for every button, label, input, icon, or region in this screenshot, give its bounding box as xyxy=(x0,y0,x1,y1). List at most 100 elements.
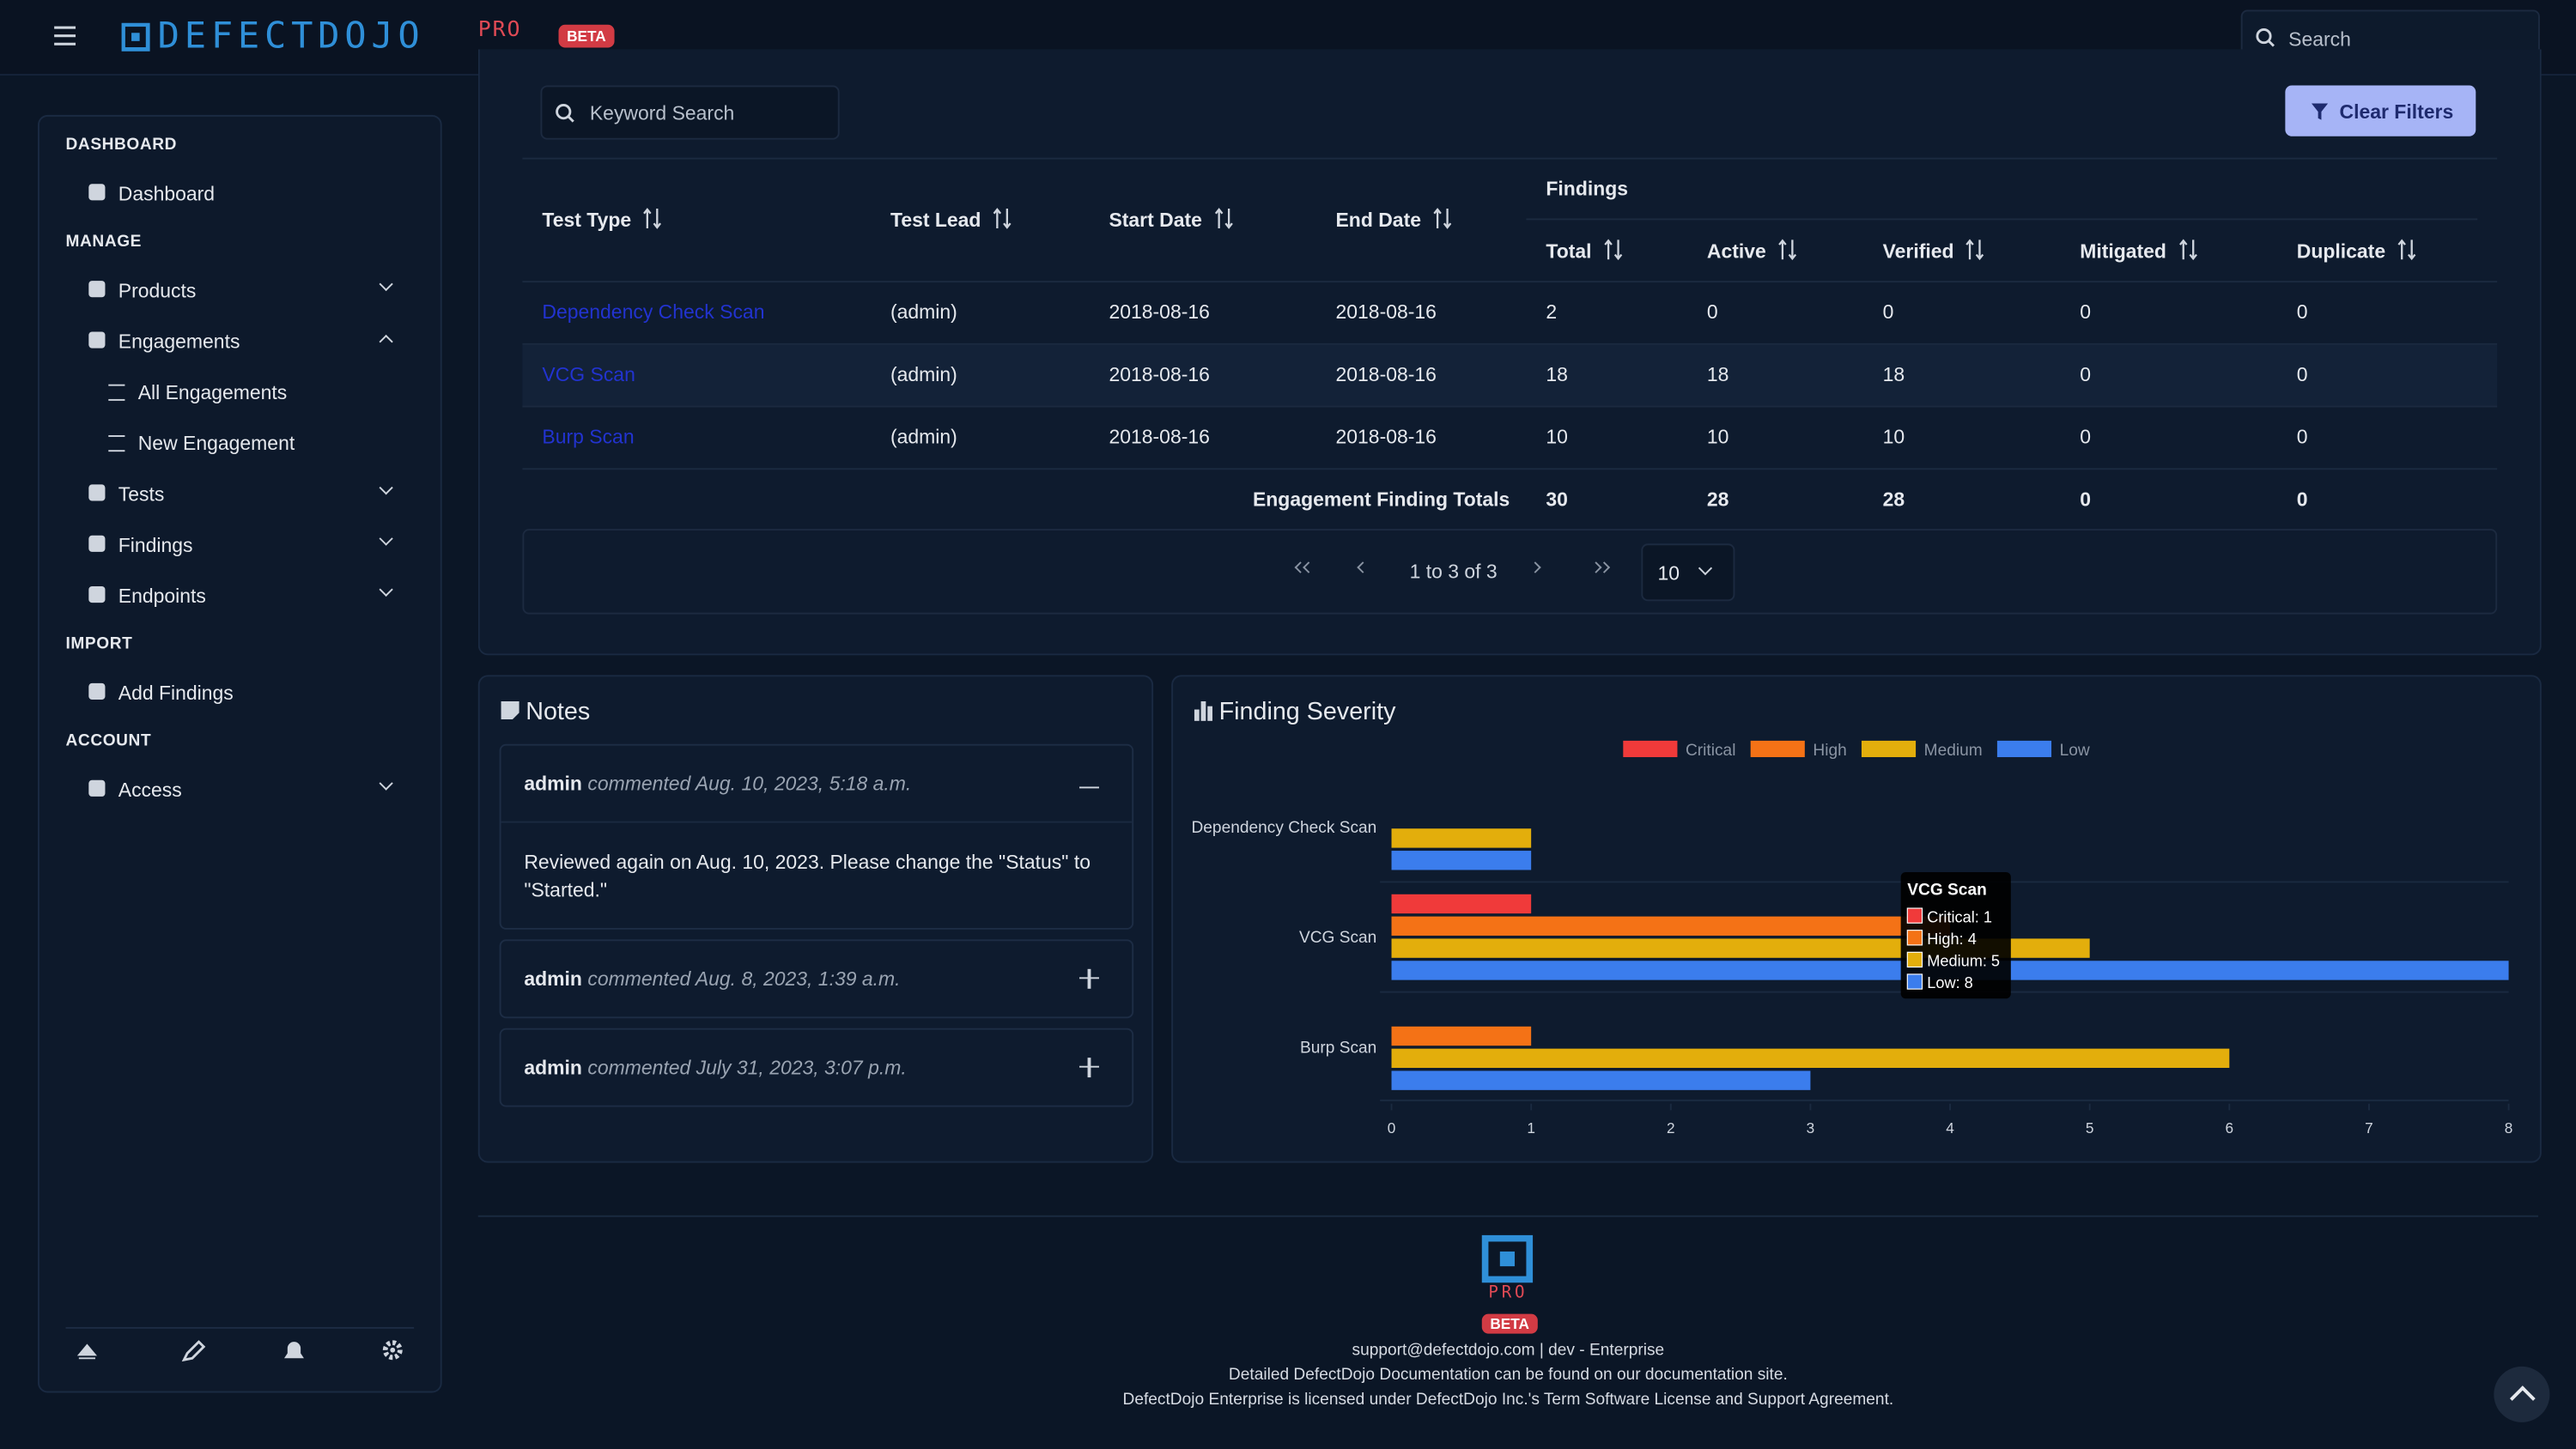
pager-button[interactable] xyxy=(1587,557,1611,580)
totals-label: Engagement Finding Totals xyxy=(1252,488,1510,512)
column-header[interactable]: Start Date xyxy=(1109,208,1202,232)
tooltip-box xyxy=(1900,871,2011,999)
toggle-bar xyxy=(1079,786,1099,789)
column-header[interactable]: Test Type xyxy=(542,208,632,232)
table-cell: 0 xyxy=(2080,425,2091,449)
legend-swatch xyxy=(1623,740,1678,758)
nav-label: Add Findings xyxy=(118,682,234,705)
sort-icon[interactable] xyxy=(643,207,663,230)
column-header[interactable]: Duplicate xyxy=(2296,239,2386,264)
note-author: admin xyxy=(524,772,582,796)
nav-item[interactable]: Engagements xyxy=(39,318,440,365)
note-card: admin commented Aug. 8, 2023, 1:39 a.m. xyxy=(499,939,1134,1019)
table-cell: 0 xyxy=(2296,425,2308,449)
y-tick-label: VCG Scan xyxy=(1299,929,1376,947)
nav-label: Engagements xyxy=(118,330,240,354)
table-cell[interactable]: Burp Scan xyxy=(542,425,635,449)
nav-label: Dashboard xyxy=(118,182,216,206)
legend-swatch xyxy=(1861,740,1917,758)
bar xyxy=(1391,851,1532,870)
footer-logo xyxy=(1481,1234,1534,1283)
search-placeholder: Search xyxy=(2288,27,2351,52)
y-tick-label: Dependency Check Scan xyxy=(1191,819,1376,837)
sort-icon[interactable] xyxy=(2397,238,2416,261)
logo-text[interactable]: DEFECTDOJO xyxy=(157,16,425,58)
group-header: Findings xyxy=(1546,177,1629,201)
keyword-search[interactable]: Keyword Search xyxy=(540,85,840,140)
nav-item[interactable]: Dashboard xyxy=(39,171,440,217)
menu-button[interactable] xyxy=(52,25,79,48)
note-toggle[interactable] xyxy=(1079,1058,1099,1078)
sort-icon[interactable] xyxy=(2178,238,2197,261)
legend-label: Critical xyxy=(1686,742,1735,760)
legend-label: Low xyxy=(2060,742,2090,760)
sort-icon[interactable] xyxy=(1777,238,1797,261)
table-cell: 10 xyxy=(1882,425,1905,449)
bar xyxy=(1391,1048,2230,1069)
scroll-top-button[interactable] xyxy=(2494,1366,2550,1422)
chevron xyxy=(379,531,393,546)
pager-button[interactable] xyxy=(1526,557,1549,580)
nav-item[interactable]: Access xyxy=(39,767,440,813)
table-cell: 0 xyxy=(2080,300,2091,324)
note-meta: commented Aug. 10, 2023, 5:18 a.m. xyxy=(587,772,912,796)
pager-button[interactable] xyxy=(1354,557,1377,580)
column-header[interactable]: Active xyxy=(1706,239,1766,264)
clear-filters-button[interactable]: Clear Filters xyxy=(2285,85,2476,136)
note-body: Reviewed again on Aug. 10, 2023. Please … xyxy=(524,851,1091,902)
bar xyxy=(1391,828,1532,848)
pager-summary: 1 to 3 of 3 xyxy=(1409,560,1498,584)
beta-badge: BETA xyxy=(558,24,615,48)
totals-cell: 0 xyxy=(2080,488,2091,512)
table-cell: 0 xyxy=(2296,362,2308,386)
sidebar-tools[interactable] xyxy=(76,1340,404,1363)
totals-cell: 28 xyxy=(1706,488,1729,512)
note-toggle[interactable] xyxy=(1079,968,1099,989)
nav-item[interactable]: Tests xyxy=(39,471,440,518)
sort-icon[interactable] xyxy=(1603,238,1623,261)
bar xyxy=(1391,1070,1811,1090)
sort-icon[interactable] xyxy=(1432,207,1452,230)
sort-icon[interactable] xyxy=(1965,238,1985,261)
column-header[interactable]: Mitigated xyxy=(2080,239,2166,264)
table-cell[interactable]: VCG Scan xyxy=(542,362,635,386)
tooltip-line: High: 4 xyxy=(1927,931,1977,948)
nav-item[interactable]: Endpoints xyxy=(39,573,440,620)
nav-icon xyxy=(88,779,106,797)
table-cell: 2018-08-16 xyxy=(1335,362,1437,386)
note-toggle[interactable] xyxy=(1079,779,1099,798)
tooltip-swatch xyxy=(1906,930,1923,946)
table-cell[interactable]: Dependency Check Scan xyxy=(542,300,765,324)
column-header[interactable]: Test Lead xyxy=(890,208,981,232)
nav-item[interactable]: Add Findings xyxy=(39,670,440,717)
column-header[interactable]: Verified xyxy=(1882,239,1954,264)
footer-beta: BETA xyxy=(1481,1313,1538,1334)
pager-arrow xyxy=(1598,561,1611,573)
nav-item[interactable]: Findings xyxy=(39,522,440,568)
table-cell: 18 xyxy=(1882,362,1905,386)
column-header[interactable]: Total xyxy=(1546,239,1592,264)
legend-swatch xyxy=(1750,740,1805,758)
column-header[interactable]: End Date xyxy=(1335,208,1422,232)
nav-icon xyxy=(88,331,106,349)
page-size-select[interactable]: 10 xyxy=(1641,543,1735,602)
divider xyxy=(522,343,2498,345)
y-tick-label: Burp Scan xyxy=(1300,1039,1376,1057)
totals-cell: 0 xyxy=(2296,488,2308,512)
nav-item[interactable]: Products xyxy=(39,268,440,314)
nav-subitem[interactable]: All Engagements xyxy=(39,369,440,415)
tests-panel: Keyword Search Clear Filters Test Type Te… xyxy=(477,49,2542,656)
note-author: admin xyxy=(524,967,582,991)
table-cell: 2018-08-16 xyxy=(1335,425,1437,449)
sort-icon[interactable] xyxy=(1213,207,1233,230)
chart-icon xyxy=(1194,700,1212,721)
pager-button[interactable] xyxy=(1291,557,1315,580)
table-cell: 0 xyxy=(2080,362,2091,386)
legend-label: Medium xyxy=(1924,742,1983,760)
nav-subitem[interactable]: New Engagement xyxy=(39,421,440,467)
x-tick-label: 4 xyxy=(1946,1119,1954,1137)
sort-icon[interactable] xyxy=(993,207,1012,230)
table-cell: 2018-08-16 xyxy=(1335,300,1437,324)
